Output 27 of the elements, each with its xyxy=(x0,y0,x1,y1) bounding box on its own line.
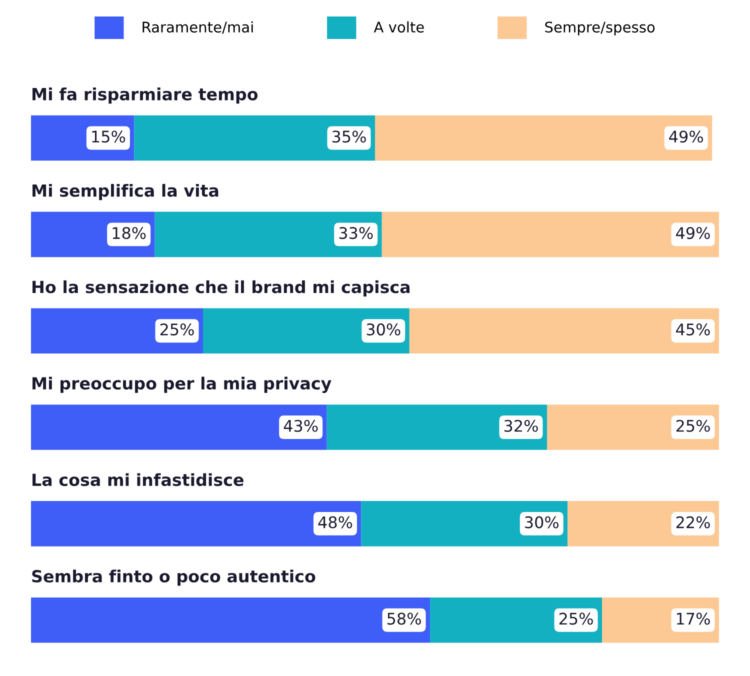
y-tick-label: La cosa mi infastidisce xyxy=(32,473,244,486)
data-label: 43% xyxy=(284,420,318,432)
data-label: 32% xyxy=(504,420,538,432)
y-tick-label: Sembra finto o poco autentico xyxy=(32,570,316,586)
data-label: 49% xyxy=(669,130,703,143)
data-label: 17% xyxy=(677,612,710,625)
legend-label: Sempre/spesso xyxy=(545,22,655,36)
y-tick-label: Mi preoccupo per la mia privacy xyxy=(32,376,332,393)
data-label: 48% xyxy=(318,516,352,528)
data-label: 30% xyxy=(525,516,558,528)
data-label: 22% xyxy=(676,516,710,528)
data-label: 15% xyxy=(92,130,126,143)
legend-label: A volte xyxy=(374,21,424,33)
y-tick-label: Mi semplifica la vita xyxy=(32,184,218,200)
data-label: 58% xyxy=(388,612,421,625)
data-label: 18% xyxy=(112,227,146,240)
data-label: 35% xyxy=(332,130,366,143)
data-label: 25% xyxy=(676,420,710,432)
data-label: 25% xyxy=(160,323,194,336)
data-label: 45% xyxy=(676,323,710,336)
data-label: 25% xyxy=(559,612,593,625)
y-tick-label: Mi fa risparmiare tempo xyxy=(32,88,258,104)
data-label: 49% xyxy=(676,227,710,240)
data-label: 33% xyxy=(339,227,373,240)
y-tick-label: Ho la sensazione che il brand mi capisca xyxy=(32,280,410,297)
data-label: 30% xyxy=(366,323,400,336)
legend-label: Raramente/mai xyxy=(142,21,253,34)
